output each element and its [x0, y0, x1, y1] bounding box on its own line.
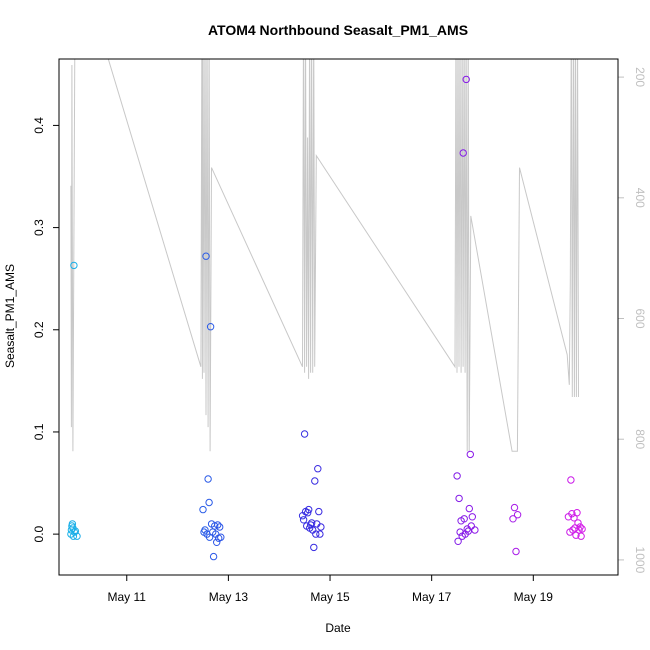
data-point — [199, 505, 207, 514]
data-point — [576, 523, 584, 531]
plot-frame — [58, 58, 619, 576]
y-tick-label: 0.3 — [32, 219, 46, 236]
x-tick-label: May 15 — [310, 590, 350, 604]
data-point-layer — [67, 75, 586, 561]
data-point — [70, 528, 79, 536]
data-point — [206, 323, 215, 331]
data-point — [316, 530, 324, 538]
data-point — [201, 526, 209, 534]
data-point — [466, 450, 474, 459]
data-point — [454, 537, 462, 545]
right-tick-label: 200 — [633, 67, 647, 87]
data-point — [462, 75, 470, 84]
data-point — [578, 525, 586, 533]
y-axis-label: Seasalt_PM1_AMS — [3, 264, 17, 368]
data-point — [314, 465, 322, 473]
data-point — [471, 526, 479, 534]
data-point — [577, 532, 585, 540]
x-tick-label: May 11 — [108, 590, 147, 604]
x-tick-label: May 17 — [412, 590, 452, 604]
pressure-line — [70, 59, 579, 452]
data-point — [315, 507, 323, 516]
data-point — [460, 515, 468, 523]
pressure-line-layer — [70, 59, 579, 452]
data-point — [312, 530, 320, 538]
x-tick-label: May 19 — [514, 590, 554, 604]
data-point — [73, 532, 81, 540]
data-point — [317, 523, 325, 531]
data-point — [311, 477, 319, 485]
data-point — [304, 509, 312, 517]
axis-layer: May 11 May 13 May 15 May 17 May 19 0.0 0.1 0.2 0… — [32, 67, 647, 604]
data-point — [568, 510, 576, 518]
data-point — [308, 519, 316, 527]
data-point — [573, 509, 581, 517]
data-point — [217, 533, 225, 541]
data-point — [202, 252, 210, 260]
chart-title: ATOM4 Northbound Seasalt_PM1_AMS — [208, 22, 468, 38]
data-point — [459, 149, 467, 157]
data-point — [465, 504, 473, 513]
data-point — [213, 538, 221, 546]
data-point — [513, 511, 522, 519]
data-point — [209, 552, 218, 561]
data-point — [299, 516, 308, 524]
data-point — [468, 513, 476, 521]
y-tick-label: 0.0 — [32, 525, 46, 542]
data-point — [300, 430, 309, 438]
data-point — [216, 523, 224, 531]
data-point — [510, 503, 519, 512]
data-point — [69, 532, 78, 540]
data-point — [70, 261, 78, 270]
data-point — [453, 472, 461, 480]
y-tick-label: 0.2 — [32, 321, 46, 338]
data-point — [68, 520, 77, 528]
data-point — [71, 527, 80, 535]
data-point — [310, 543, 318, 552]
y-tick-label: 0.1 — [32, 423, 46, 440]
x-axis-label: Date — [325, 621, 351, 635]
right-tick-label: 400 — [633, 188, 647, 208]
data-point — [305, 505, 313, 514]
data-point — [205, 498, 213, 507]
data-point — [456, 528, 464, 536]
data-point — [567, 476, 575, 484]
x-tick-label: May 13 — [209, 590, 249, 604]
data-point — [512, 547, 520, 556]
data-point — [214, 521, 222, 529]
right-tick-label: 1000 — [633, 547, 647, 574]
right-tick-label: 800 — [633, 429, 647, 449]
right-tick-label: 600 — [633, 308, 647, 328]
data-point — [574, 519, 582, 527]
data-point — [455, 494, 463, 503]
data-point — [204, 475, 212, 483]
y-tick-label: 0.4 — [32, 117, 46, 134]
data-point — [509, 515, 517, 523]
